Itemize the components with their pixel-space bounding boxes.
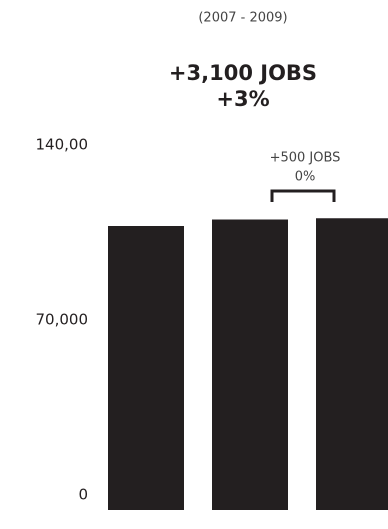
bracket xyxy=(270,189,336,202)
annotation: +500 JOBS xyxy=(270,151,341,166)
bar xyxy=(212,219,288,510)
annotation: 0% xyxy=(295,170,316,185)
y-tick-label: 140,00 xyxy=(36,136,89,154)
bar xyxy=(108,226,184,510)
y-tick-label: 0 xyxy=(78,486,88,504)
y-tick-label: 70,000 xyxy=(36,311,89,329)
subtitle: (2007 - 2009) xyxy=(198,11,287,26)
title: +3% xyxy=(216,87,269,111)
title: +3,100 JOBS xyxy=(169,61,317,85)
bar xyxy=(316,218,388,510)
